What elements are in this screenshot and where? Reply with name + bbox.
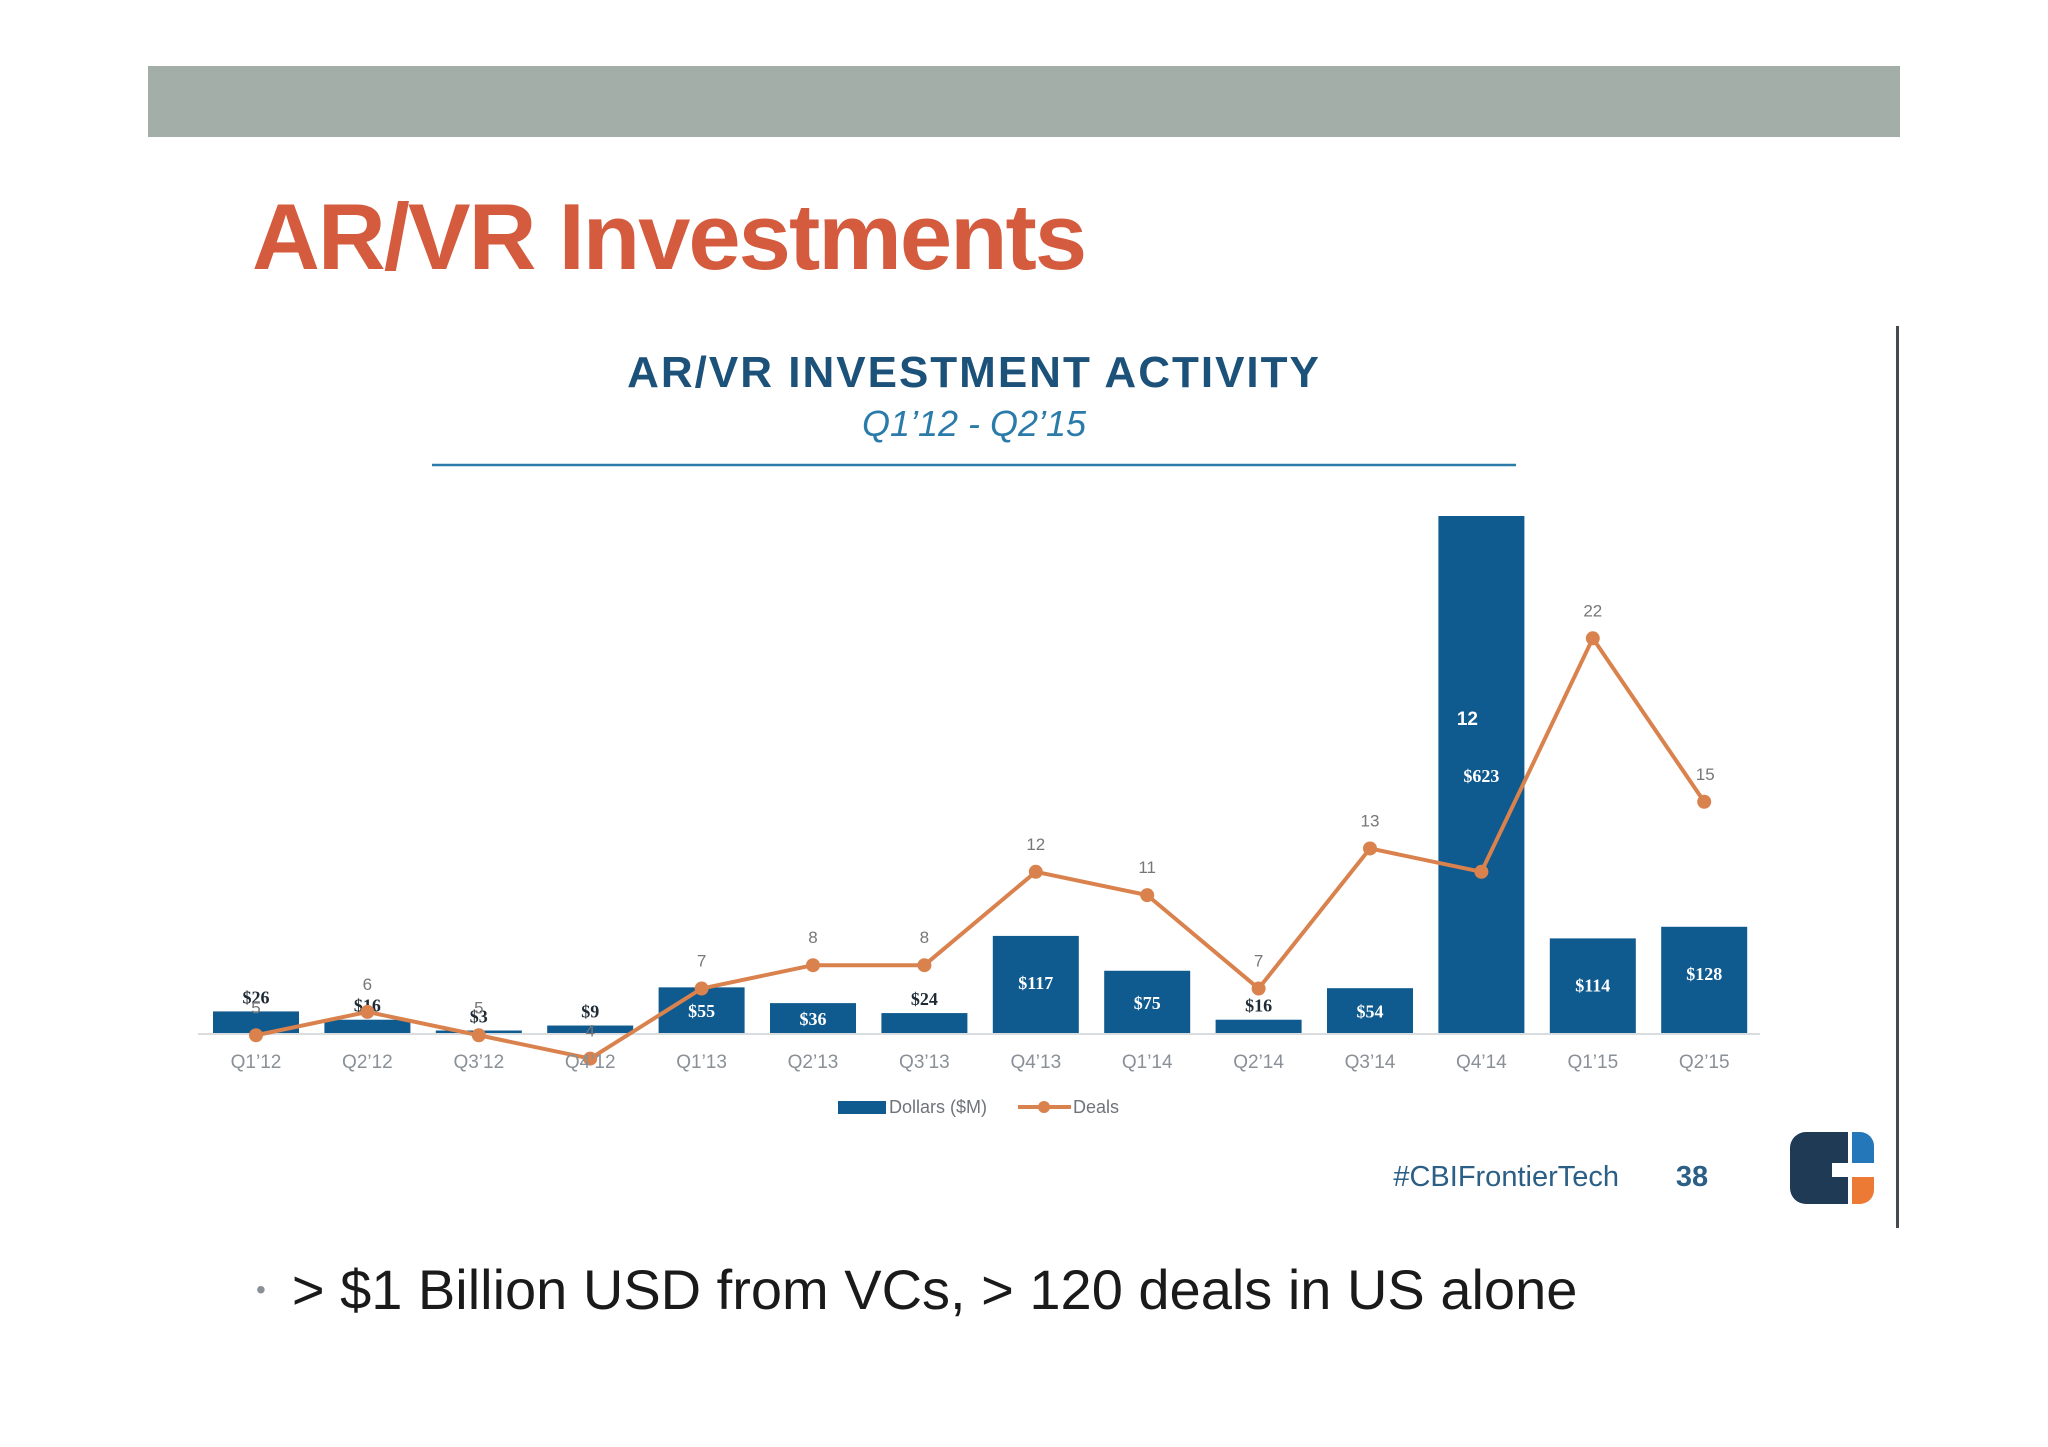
bar-label-12: $114 <box>1575 975 1610 995</box>
legend-marker-deals <box>1038 1101 1050 1113</box>
deals-point-0 <box>249 1028 263 1043</box>
x-tick-label-8: Q1’14 <box>1122 1052 1173 1073</box>
bar-label-9: $16 <box>1245 996 1272 1016</box>
footer-page-number: 38 <box>1676 1161 1708 1193</box>
x-tick-label-12: Q1’15 <box>1567 1052 1618 1073</box>
deals-label-8: 11 <box>1138 858 1156 877</box>
bar-0 <box>213 1011 299 1033</box>
bar-7 <box>992 935 1079 1033</box>
deals-point-9 <box>1251 981 1266 996</box>
bar-12 <box>1549 938 1636 1033</box>
x-tick-labels-layer: Q1’12 Q2’12 Q3’12 Q4’12 Q1’13 Q2’13 Q3’13 Q4’13… <box>231 1052 1730 1073</box>
bar-8 <box>1104 970 1191 1033</box>
deals-point-8 <box>1140 888 1155 903</box>
deals-point-4 <box>694 981 709 996</box>
legend-label-dollars: Dollars ($M) <box>889 1097 987 1117</box>
bar-3 <box>547 1025 634 1033</box>
bullet-text: > $1 Billion USD from VCs, > 120 deals i… <box>291 1258 1578 1321</box>
bar-label-5: $36 <box>800 1009 827 1029</box>
x-tick-label-6: Q3’13 <box>899 1052 950 1073</box>
x-tick-label-10: Q3’14 <box>1345 1052 1396 1073</box>
deals-point-7 <box>1028 864 1043 879</box>
x-tick-label-9: Q2’14 <box>1233 1052 1284 1073</box>
bar-5 <box>770 1003 856 1033</box>
bar-6 <box>881 1013 968 1033</box>
panel-divider <box>1896 326 1899 1228</box>
deals-label-13: 15 <box>1696 765 1715 784</box>
bar-label-6: $24 <box>911 989 938 1009</box>
deals-label-10: 13 <box>1361 811 1380 830</box>
x-tick-label-11: Q4’14 <box>1456 1052 1507 1073</box>
legend: Dollars ($M) Deals <box>838 1097 1119 1117</box>
bar-9 <box>1215 1019 1302 1033</box>
bar-label-10: $54 <box>1357 1002 1384 1022</box>
x-tick-label-0: Q1’12 <box>231 1052 282 1073</box>
deals-label-11: 12 <box>1457 709 1478 730</box>
deals-point-2 <box>471 1028 486 1043</box>
bar-11 <box>1438 516 1525 1033</box>
deals-point-1 <box>360 1004 375 1019</box>
x-tick-label-7: Q4’13 <box>1010 1052 1061 1073</box>
deals-point-12 <box>1585 631 1600 646</box>
chart-subtitle: Q1’12 - Q2’15 <box>862 403 1087 444</box>
top-bar <box>148 66 1900 137</box>
bar-label-4: $55 <box>688 1001 715 1021</box>
deals-label-5: 8 <box>808 928 817 947</box>
deals-label-9: 7 <box>1254 952 1263 971</box>
deals-point-10 <box>1363 841 1377 856</box>
bar-label-3: $9 <box>581 1002 599 1022</box>
x-tick-label-5: Q2’13 <box>788 1052 839 1073</box>
bar-label-7: $117 <box>1018 973 1053 993</box>
deals-label-7: 12 <box>1026 835 1045 854</box>
bar-label-2: $3 <box>470 1007 488 1027</box>
deals-label-3: 4 <box>585 1022 594 1041</box>
chart-panel <box>253 318 1899 1228</box>
deals-label-4: 7 <box>697 952 706 971</box>
legend-label-deals: Deals <box>1073 1097 1119 1117</box>
deals-line <box>255 636 1706 1061</box>
slide-title: AR/VR Investments <box>252 184 1087 289</box>
bar-1 <box>324 1019 411 1033</box>
deals-line-layer: 5 6 5 4 7 8 8 12 11 7 13 12 22 15 <box>249 601 1715 1066</box>
deals-point-3 <box>583 1051 598 1066</box>
deals-point-13 <box>1697 794 1712 809</box>
footer-hashtag: #CBIFrontierTech <box>1393 1161 1619 1193</box>
x-tick-label-2: Q3’12 <box>453 1052 504 1073</box>
bar-10 <box>1327 988 1413 1033</box>
cbinsights-logo-icon <box>1790 1132 1874 1204</box>
bar-13 <box>1661 926 1748 1033</box>
bar-label-0: $26 <box>243 987 270 1007</box>
bullet-dot: • <box>256 1274 266 1305</box>
deals-point-11 <box>1474 864 1489 879</box>
bar-label-13: $128 <box>1686 964 1722 984</box>
deals-label-12: 22 <box>1583 601 1602 620</box>
x-tick-label-3: Q4’12 <box>565 1052 616 1073</box>
deals-label-6: 8 <box>920 928 929 947</box>
deals-label-0: 5 <box>251 998 260 1017</box>
x-tick-label-4: Q1’13 <box>676 1052 727 1073</box>
bars-layer <box>213 516 1748 1033</box>
bar-label-11: $623 <box>1463 766 1499 786</box>
chart-title: AR/VR INVESTMENT ACTIVITY <box>627 348 1321 397</box>
deals-point-6 <box>917 958 932 973</box>
bar-label-8: $75 <box>1134 993 1161 1013</box>
deals-point-5 <box>806 958 820 973</box>
x-tick-label-13: Q2’15 <box>1679 1052 1730 1073</box>
x-tick-label-1: Q2’12 <box>342 1052 393 1073</box>
legend-swatch-dollars <box>838 1101 886 1114</box>
bullet-point: • > $1 Billion USD from VCs, > 120 deals… <box>256 1262 1577 1318</box>
deals-label-1: 6 <box>363 975 372 994</box>
deals-label-2: 5 <box>474 998 483 1017</box>
